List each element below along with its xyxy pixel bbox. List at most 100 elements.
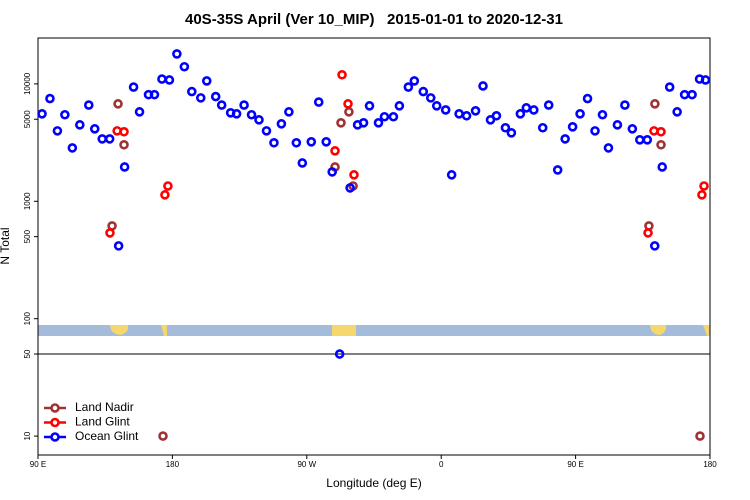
point: [113, 99, 123, 109]
point: [697, 190, 707, 200]
point: [567, 122, 578, 132]
legend-marker: [50, 432, 60, 442]
plot-frame: [37, 37, 711, 456]
point: [582, 93, 593, 104]
point: [105, 228, 115, 238]
y-tick-label: 100: [23, 311, 32, 325]
point: [334, 349, 345, 359]
legend-label: Land Glint: [75, 415, 130, 429]
point: [657, 162, 668, 172]
point: [603, 143, 614, 153]
point: [349, 170, 359, 180]
point: [276, 119, 287, 129]
legend-label: Land Nadir: [75, 400, 134, 414]
y-tick-label: 50: [23, 349, 32, 358]
point: [425, 93, 436, 103]
legend-marker: [50, 403, 60, 413]
point: [461, 110, 472, 121]
point: [521, 103, 532, 113]
point: [345, 183, 355, 193]
point: [506, 128, 517, 138]
point: [620, 100, 630, 110]
y-tick-label: 10000: [23, 72, 32, 95]
point: [650, 99, 660, 109]
chart-title: 40S-35S April (Ver 10_MIP) 2015-01-01 to…: [185, 11, 563, 28]
y-tick-label: 1000: [23, 192, 32, 210]
point: [113, 241, 124, 251]
point: [163, 181, 173, 191]
point: [97, 134, 108, 144]
point: [119, 139, 129, 150]
point: [119, 126, 129, 137]
x-tick-label: 90 W: [297, 460, 316, 469]
point: [679, 89, 690, 100]
point: [75, 120, 85, 130]
point: [306, 137, 317, 147]
point: [254, 115, 264, 125]
point: [699, 181, 709, 191]
point: [418, 86, 429, 97]
point: [695, 431, 705, 441]
y-tick-label: 10: [23, 431, 32, 440]
point: [231, 109, 242, 119]
point: [343, 99, 353, 109]
point: [210, 91, 221, 102]
point: [491, 110, 502, 121]
point: [431, 101, 442, 111]
point: [158, 431, 168, 441]
point: [216, 100, 227, 110]
point: [60, 109, 70, 120]
point: [330, 146, 340, 156]
point: [478, 81, 488, 91]
point: [128, 82, 139, 92]
point: [470, 105, 481, 116]
point: [336, 118, 346, 128]
point: [119, 162, 130, 172]
point: [172, 49, 182, 59]
y-tick-label: 500: [23, 229, 32, 243]
point: [269, 137, 279, 148]
x-tick-label: 90 E: [567, 460, 583, 469]
point: [537, 122, 548, 133]
map-strip: [38, 325, 710, 336]
point: [642, 135, 653, 145]
point: [67, 143, 78, 153]
point: [649, 241, 660, 251]
point: [409, 76, 420, 86]
x-tick-label: 180: [703, 460, 717, 469]
x-tick-label: 0: [439, 460, 444, 469]
point: [45, 93, 55, 104]
point: [358, 118, 369, 128]
point: [246, 109, 257, 120]
point: [373, 118, 384, 128]
point: [52, 126, 63, 136]
point: [37, 109, 47, 119]
point: [440, 105, 451, 115]
point: [134, 107, 145, 117]
point: [672, 107, 682, 117]
point: [201, 76, 212, 86]
point: [179, 61, 190, 72]
point: [612, 120, 623, 130]
point: [291, 137, 302, 148]
legend-label: Ocean Glint: [75, 429, 139, 443]
point: [446, 170, 457, 180]
point: [157, 74, 167, 84]
point: [104, 134, 115, 144]
point: [560, 134, 570, 144]
point: [528, 105, 539, 115]
point: [89, 124, 100, 134]
point: [552, 165, 563, 175]
point: [327, 167, 337, 177]
point: [687, 89, 697, 100]
y-axis-label: N Total: [0, 227, 12, 264]
point: [403, 82, 414, 92]
x-tick-label: 90 E: [30, 460, 46, 469]
point: [575, 109, 585, 119]
point: [195, 93, 206, 103]
point: [321, 137, 332, 147]
point: [344, 107, 354, 117]
point: [379, 111, 390, 122]
legend-marker: [50, 417, 60, 428]
